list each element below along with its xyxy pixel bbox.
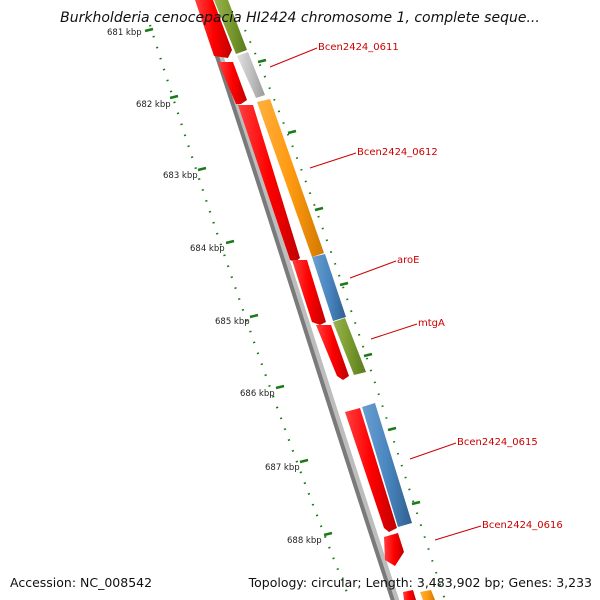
tick-label-688: 688 kbp: [287, 536, 322, 546]
gene-mtgA-olive: [333, 318, 366, 375]
gene-0615-blue: [362, 403, 412, 527]
outer-tick-marks: [257, 58, 421, 506]
tick-dotted-line: [148, 24, 352, 600]
gene-0611-olive: [214, 0, 247, 54]
gene-reverse-6: [345, 408, 397, 532]
gene-reverse-5: [316, 325, 349, 380]
tick-683: [197, 166, 207, 172]
summary-text: Topology: circular; Length: 3,483,902 bp…: [248, 575, 592, 590]
tick-label-685: 685 kbp: [215, 317, 250, 327]
tick-688: [323, 531, 333, 537]
leader-0611: [269, 47, 318, 68]
gene-aroE-blue: [312, 254, 346, 321]
tick-682: [169, 94, 179, 100]
leader-aroE: [349, 260, 397, 279]
leader-0616: [434, 525, 482, 541]
reverse-strand-track: [195, 0, 416, 600]
tick-marks: [144, 27, 333, 537]
gene-label-0611[interactable]: Bcen2424_0611: [318, 42, 399, 53]
leader-mtgA: [370, 323, 418, 340]
gene-0611-gray: [237, 52, 265, 98]
accession-text: Accession: NC_008542: [10, 575, 153, 590]
gene-reverse-4: [292, 260, 326, 325]
tick-label-682: 682 kbp: [136, 100, 171, 110]
gene-label-mtgA[interactable]: mtgA: [418, 318, 445, 329]
gene-reverse-8: [403, 590, 416, 600]
gene-reverse-1: [195, 0, 232, 58]
gene-reverse-7: [384, 533, 404, 566]
gene-bottom-orange: [420, 590, 435, 600]
map-title: Burkholderia cenocepacia HI2424 chromoso…: [60, 10, 540, 26]
gene-label-aroE[interactable]: aroE: [397, 255, 419, 266]
tick-687: [299, 458, 309, 464]
tick-label-683: 683 kbp: [163, 171, 198, 181]
backbone: [196, 0, 395, 600]
gene-0612-orange: [257, 99, 324, 257]
gene-reverse-2: [218, 62, 247, 104]
gene-label-0612[interactable]: Bcen2424_0612: [357, 147, 438, 158]
tick-685: [249, 313, 259, 319]
leader-0615: [409, 442, 457, 460]
tick-label-687: 687 kbp: [265, 463, 300, 473]
gene-label-0615[interactable]: Bcen2424_0615: [457, 437, 538, 448]
forward-strand-track: [214, 0, 435, 600]
tick-681: [144, 27, 154, 33]
gene-label-0616[interactable]: Bcen2424_0616: [482, 520, 563, 531]
tick-label-684: 684 kbp: [190, 244, 225, 254]
leader-lines: [269, 47, 482, 541]
gene-reverse-3: [238, 105, 300, 262]
tick-label-686: 686 kbp: [240, 389, 275, 399]
tick-684: [225, 239, 235, 245]
leader-0612: [309, 152, 357, 169]
tick-686: [275, 384, 285, 390]
tick-label-681: 681 kbp: [107, 28, 142, 38]
